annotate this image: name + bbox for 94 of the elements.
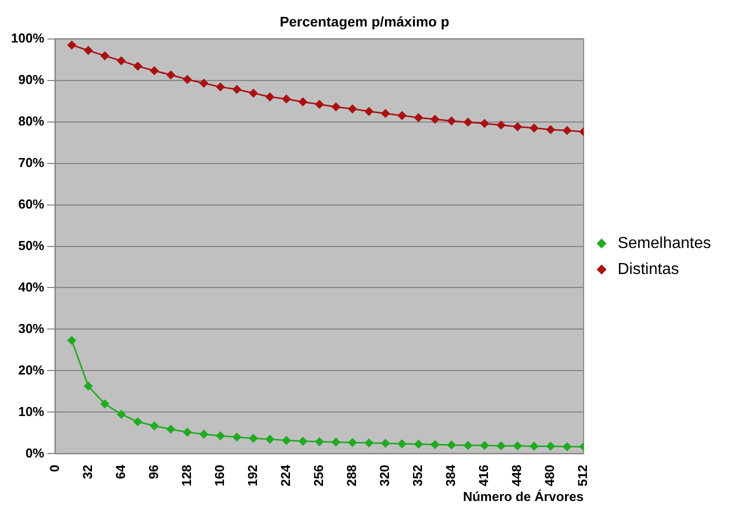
- point: [513, 442, 522, 450]
- point: [117, 56, 126, 66]
- point: [464, 118, 472, 126]
- x-tick-label: 64: [112, 464, 128, 480]
- x-tick-label: 448: [509, 464, 524, 486]
- point: [447, 116, 456, 126]
- x-axis-title: Número de Árvores: [462, 488, 584, 504]
- x-tick-label: 288: [344, 464, 360, 486]
- y-tick-label: 70%: [18, 154, 45, 170]
- point: [134, 418, 142, 426]
- point: [480, 441, 489, 450]
- x-tick-label: 256: [311, 464, 326, 486]
- point: [562, 442, 572, 451]
- point: [232, 85, 242, 94]
- point: [414, 113, 423, 122]
- point: [496, 120, 506, 130]
- point: [266, 434, 274, 444]
- point: [166, 424, 176, 434]
- point: [496, 442, 506, 450]
- point: [282, 94, 291, 104]
- point: [216, 432, 225, 440]
- point: [364, 438, 374, 448]
- point: [100, 400, 110, 408]
- x-tick-label: 0: [46, 464, 62, 472]
- point: [266, 92, 274, 102]
- point: [200, 430, 208, 438]
- y-tick-label: 90%: [18, 72, 45, 87]
- point: [562, 126, 572, 135]
- point: [84, 46, 93, 55]
- point: [447, 440, 456, 450]
- point: [282, 436, 291, 445]
- point: [232, 432, 242, 442]
- x-tick-label: 96: [146, 464, 161, 480]
- point: [216, 82, 225, 92]
- point: [68, 336, 76, 345]
- point: [398, 440, 406, 448]
- point: [298, 98, 308, 106]
- point: [315, 100, 324, 109]
- point: [134, 62, 142, 70]
- point: [398, 111, 406, 120]
- point: [414, 440, 423, 448]
- point: [530, 442, 538, 450]
- point: [348, 438, 357, 447]
- point: [332, 438, 340, 446]
- point: [464, 441, 472, 450]
- legend-label: Distintas: [618, 260, 679, 278]
- point: [430, 440, 440, 449]
- y-tick-label: 20%: [18, 362, 45, 378]
- point: [364, 107, 374, 116]
- legend-label: Semelhantes: [618, 234, 711, 252]
- point: [183, 428, 192, 436]
- x-tick-label: 128: [178, 464, 194, 486]
- y-tick-label: 100%: [11, 30, 45, 46]
- point: [546, 125, 555, 134]
- point: [150, 66, 159, 75]
- x-tick-label: 32: [80, 464, 95, 480]
- point: [348, 104, 357, 114]
- point: [117, 410, 126, 419]
- point: [298, 437, 308, 446]
- x-tick-label: 352: [410, 464, 426, 486]
- point: [315, 437, 324, 446]
- point: [381, 109, 390, 118]
- point: [183, 75, 192, 84]
- x-tick-label: 480: [542, 464, 558, 486]
- point: [166, 70, 176, 80]
- point: [381, 439, 390, 448]
- x-tick-label: 384: [443, 464, 458, 486]
- y-tick-label: 40%: [18, 279, 45, 294]
- point: [430, 115, 440, 124]
- x-tick-label: 512: [575, 464, 590, 486]
- point: [84, 382, 93, 390]
- y-tick-label: 0%: [25, 445, 45, 460]
- x-tick-label: 192: [244, 464, 260, 486]
- point: [68, 40, 76, 50]
- point: [200, 78, 208, 88]
- y-tick-label: 50%: [18, 238, 45, 253]
- point: [249, 88, 258, 98]
- x-tick-label: 224: [278, 464, 293, 486]
- point: [480, 119, 489, 128]
- y-tick-label: 10%: [18, 404, 45, 419]
- point: [100, 52, 110, 60]
- point: [249, 434, 258, 443]
- chart-title: Percentagem p/máximo p: [280, 13, 450, 30]
- point: [513, 122, 522, 132]
- point: [150, 422, 159, 430]
- x-tick-label: 320: [377, 464, 392, 486]
- y-tick-label: 80%: [18, 113, 45, 128]
- y-tick-label: 60%: [18, 196, 45, 212]
- y-tick-label: 30%: [18, 320, 45, 336]
- point: [546, 442, 555, 450]
- point: [332, 102, 340, 112]
- point: [530, 124, 538, 132]
- x-tick-label: 416: [476, 464, 492, 486]
- x-tick-label: 160: [212, 464, 227, 486]
